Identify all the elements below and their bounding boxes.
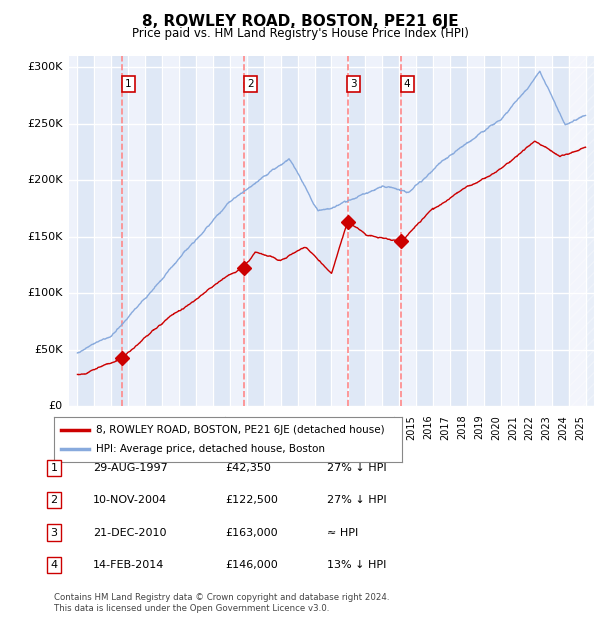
Text: £200K: £200K xyxy=(27,175,63,185)
Text: 2008: 2008 xyxy=(287,415,298,440)
Text: 29-AUG-1997: 29-AUG-1997 xyxy=(93,463,168,473)
Text: 2007: 2007 xyxy=(271,415,281,440)
Text: Contains HM Land Registry data © Crown copyright and database right 2024.
This d: Contains HM Land Registry data © Crown c… xyxy=(54,593,389,613)
Text: 8, ROWLEY ROAD, BOSTON, PE21 6JE (detached house): 8, ROWLEY ROAD, BOSTON, PE21 6JE (detach… xyxy=(96,425,385,435)
Text: £0: £0 xyxy=(49,401,63,411)
Bar xyxy=(281,56,298,406)
Text: Price paid vs. HM Land Registry's House Price Index (HPI): Price paid vs. HM Land Registry's House … xyxy=(131,27,469,40)
Text: 2002: 2002 xyxy=(186,415,196,440)
Bar xyxy=(179,56,196,406)
Bar xyxy=(314,56,331,406)
Text: 2005: 2005 xyxy=(237,415,247,440)
Text: 10-NOV-2004: 10-NOV-2004 xyxy=(93,495,167,505)
Text: 2: 2 xyxy=(247,79,253,89)
Text: 2003: 2003 xyxy=(203,415,213,440)
Text: 2020: 2020 xyxy=(491,415,501,440)
Text: 1995: 1995 xyxy=(67,415,77,440)
Text: 2017: 2017 xyxy=(440,415,450,440)
Text: 2012: 2012 xyxy=(355,415,365,440)
Bar xyxy=(382,56,399,406)
Bar xyxy=(145,56,162,406)
Text: £100K: £100K xyxy=(28,288,63,298)
Text: 2023: 2023 xyxy=(542,415,551,440)
Text: 2018: 2018 xyxy=(457,415,467,440)
Text: 2006: 2006 xyxy=(254,415,264,440)
Text: 1999: 1999 xyxy=(135,415,145,440)
Text: 2025: 2025 xyxy=(575,415,586,440)
Text: 4: 4 xyxy=(50,560,58,570)
Text: £150K: £150K xyxy=(28,232,63,242)
Text: 1: 1 xyxy=(50,463,58,473)
Text: 27% ↓ HPI: 27% ↓ HPI xyxy=(327,463,386,473)
Text: 2022: 2022 xyxy=(525,415,535,440)
Text: £250K: £250K xyxy=(27,118,63,128)
Text: 2021: 2021 xyxy=(508,415,518,440)
Text: 1996: 1996 xyxy=(85,415,94,440)
Text: 2009: 2009 xyxy=(305,415,314,440)
Bar xyxy=(112,56,128,406)
Text: ≈ HPI: ≈ HPI xyxy=(327,528,358,538)
Bar xyxy=(551,56,569,406)
Text: £122,500: £122,500 xyxy=(225,495,278,505)
Text: 27% ↓ HPI: 27% ↓ HPI xyxy=(327,495,386,505)
Text: 4: 4 xyxy=(404,79,410,89)
Bar xyxy=(569,56,594,406)
Text: 13% ↓ HPI: 13% ↓ HPI xyxy=(327,560,386,570)
Text: 14-FEB-2014: 14-FEB-2014 xyxy=(93,560,164,570)
Bar xyxy=(349,56,365,406)
Text: £163,000: £163,000 xyxy=(225,528,278,538)
Bar xyxy=(518,56,535,406)
Bar xyxy=(77,56,94,406)
Text: 2016: 2016 xyxy=(423,415,433,440)
Text: 21-DEC-2010: 21-DEC-2010 xyxy=(93,528,167,538)
Text: 2011: 2011 xyxy=(338,415,349,440)
Text: 1: 1 xyxy=(125,79,131,89)
Text: 8, ROWLEY ROAD, BOSTON, PE21 6JE: 8, ROWLEY ROAD, BOSTON, PE21 6JE xyxy=(142,14,458,29)
Bar xyxy=(416,56,433,406)
Text: 1997: 1997 xyxy=(101,415,112,440)
Text: £300K: £300K xyxy=(28,62,63,72)
Bar xyxy=(450,56,467,406)
Text: 2014: 2014 xyxy=(389,415,399,440)
Text: 3: 3 xyxy=(50,528,58,538)
Text: £42,350: £42,350 xyxy=(225,463,271,473)
Text: 2015: 2015 xyxy=(406,415,416,440)
Text: 2000: 2000 xyxy=(152,415,162,440)
Bar xyxy=(247,56,264,406)
Bar xyxy=(586,56,600,406)
Text: £50K: £50K xyxy=(34,345,63,355)
Text: 2019: 2019 xyxy=(474,415,484,440)
Text: 2010: 2010 xyxy=(322,415,331,440)
Text: 2004: 2004 xyxy=(220,415,230,440)
Text: 2001: 2001 xyxy=(169,415,179,440)
Text: £146,000: £146,000 xyxy=(225,560,278,570)
Text: 3: 3 xyxy=(350,79,357,89)
Text: HPI: Average price, detached house, Boston: HPI: Average price, detached house, Bost… xyxy=(96,445,325,454)
Text: 2024: 2024 xyxy=(559,415,569,440)
Text: 2013: 2013 xyxy=(373,415,382,440)
Text: 2: 2 xyxy=(50,495,58,505)
Bar xyxy=(213,56,230,406)
Bar xyxy=(484,56,501,406)
Text: 1998: 1998 xyxy=(118,415,128,440)
